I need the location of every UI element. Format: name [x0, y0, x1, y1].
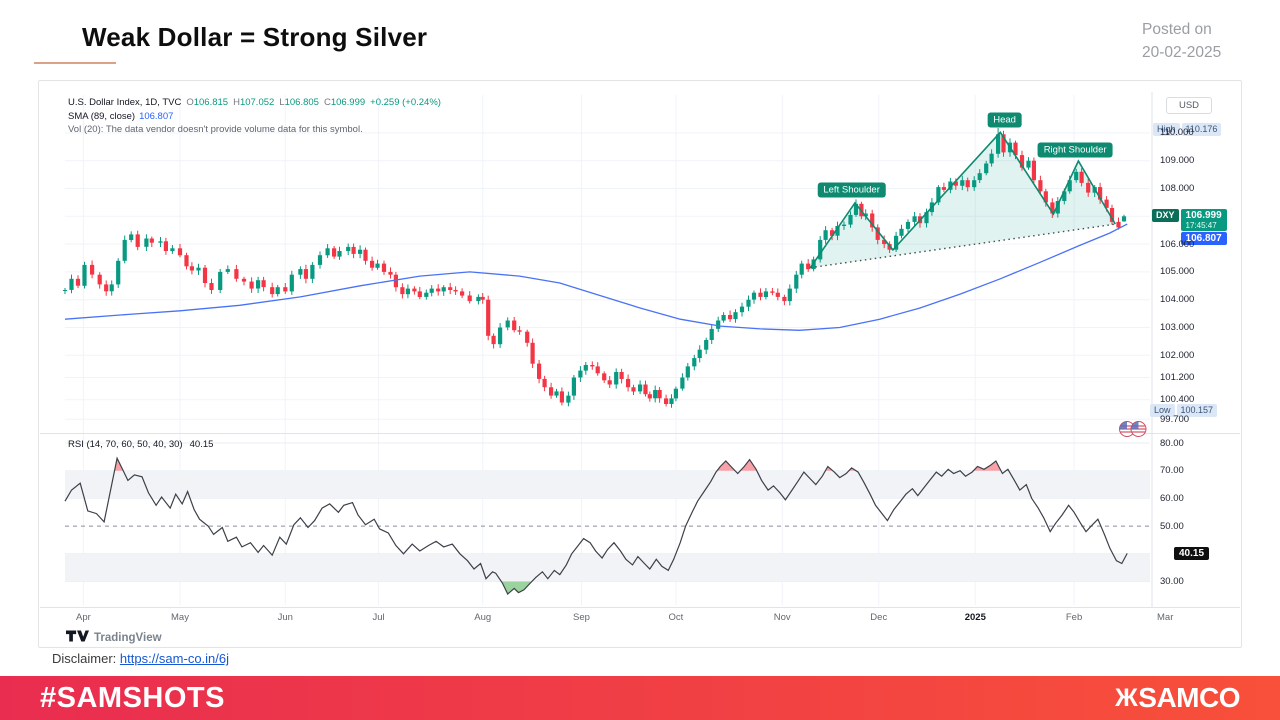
time-axis-label: Mar	[1157, 612, 1174, 623]
volume-note: Vol (20): The data vendor doesn't provid…	[68, 124, 363, 135]
price-axis-label: 109.000	[1160, 155, 1195, 167]
pattern-label: Left Shoulder	[817, 182, 886, 198]
price-axis-label: 108.000	[1160, 182, 1195, 194]
low-value: 100.157	[1176, 404, 1218, 417]
ohlc-key: L	[279, 97, 285, 108]
ohlc-key: H	[233, 97, 240, 108]
time-axis-label: Feb	[1065, 612, 1083, 623]
time-axis-label: Oct	[668, 612, 684, 623]
footer-banner: #SAMSHOTS Ж SAMCO	[0, 676, 1280, 720]
posted-label: Posted on	[1142, 21, 1212, 38]
time-axis-label: Dec	[870, 612, 888, 623]
last-price-value: 106.999	[1180, 209, 1227, 221]
sma-legend-value: 106.807	[139, 110, 174, 122]
title-underline	[34, 62, 116, 64]
last-price-time: 17:45:47	[1180, 221, 1227, 231]
tradingview-logo-icon	[66, 630, 89, 645]
ohlc-value: 106.815	[193, 97, 229, 108]
samco-logo-glyph: Ж	[1115, 683, 1138, 712]
symbol-name: U.S. Dollar Index, 1D, TVC	[68, 97, 182, 108]
low-price-badge: Low 100.157	[1150, 404, 1218, 417]
rsi-axis-label: 50.00	[1160, 520, 1184, 532]
page-title: Weak Dollar = Strong Silver	[82, 22, 428, 52]
tradingview-attribution: TradingView	[66, 630, 162, 645]
ohlc-values: O106.815 H107.052 L106.805 C106.999	[181, 97, 365, 108]
rsi-legend: RSI (14, 70, 60, 50, 40, 30) 40.15	[68, 439, 213, 450]
samco-logo: Ж SAMCO	[1115, 682, 1240, 714]
rsi-legend-label: RSI (14, 70, 60, 50, 40, 30)	[68, 439, 183, 450]
ohlc-value: 107.052	[239, 97, 275, 108]
rsi-axis-label: 70.00	[1160, 465, 1184, 477]
price-axis-label: 103.000	[1160, 321, 1195, 333]
change-value: +0.259 (+0.24%)	[370, 97, 441, 108]
price-axis-label: 105.000	[1160, 266, 1195, 278]
posted-date: 20-02-2025	[1142, 44, 1222, 61]
high-price-badge: High 110.176	[1153, 123, 1222, 136]
symbol-chip: DXY	[1152, 209, 1179, 222]
last-price-badge: DXY 106.999 17:45:47 106.807	[1152, 209, 1227, 245]
sma-price-chip: 106.807	[1180, 232, 1227, 245]
disclaimer: Disclaimer: https://sam-co.in/6j	[52, 651, 229, 666]
disclaimer-label: Disclaimer:	[52, 651, 120, 666]
time-axis-label: 2025	[964, 612, 986, 623]
ohlc-key: O	[186, 97, 194, 108]
time-axis-label: May	[171, 612, 189, 623]
sma-legend-label: SMA (89, close)	[68, 110, 136, 122]
price-axis-label: 104.000	[1160, 294, 1195, 306]
rsi-axis-label: 60.00	[1160, 492, 1184, 504]
price-axis-label: 100.400	[1160, 394, 1195, 406]
pattern-label: Head	[987, 112, 1022, 128]
ohlc-key: C	[323, 97, 331, 108]
rsi-legend-value: 40.15	[189, 439, 214, 450]
time-axis-label: Apr	[76, 612, 91, 623]
us-flag-icons	[1118, 420, 1148, 438]
ohlc-value: 106.999	[330, 97, 366, 108]
rsi-value-badge: 40.15	[1174, 547, 1210, 560]
time-axis-label: Jul	[372, 612, 385, 623]
time-axis-label: Jun	[277, 612, 293, 623]
currency-usd-button: USD	[1166, 97, 1212, 114]
low-label: Low	[1150, 404, 1175, 417]
disclaimer-link[interactable]: https://sam-co.in/6j	[119, 651, 230, 666]
symbol-legend: U.S. Dollar Index, 1D, TVC O106.815 H107.0…	[68, 96, 441, 137]
time-axis-label: Aug	[474, 612, 492, 623]
pattern-label: Right Shoulder	[1037, 142, 1113, 158]
price-axis-label: 106.000	[1160, 238, 1195, 250]
price-axis-label: 99.700	[1160, 413, 1190, 425]
posted-on: Posted on 20-02-2025	[1142, 18, 1221, 64]
tradingview-label: TradingView	[94, 631, 162, 644]
samshots-hashtag: #SAMSHOTS	[40, 681, 225, 714]
time-axis-label: Nov	[773, 612, 791, 623]
rsi-axis-label: 30.00	[1160, 576, 1184, 587]
samco-logo-text: SAMCO	[1138, 682, 1240, 713]
time-axis-label: Sep	[573, 612, 590, 623]
high-value: 110.176	[1181, 123, 1222, 136]
price-axis-label: 101.200	[1160, 372, 1195, 384]
price-axis-label: 102.000	[1160, 349, 1195, 361]
rsi-axis-label: 80.00	[1160, 437, 1184, 449]
price-axis-label: 110.000	[1160, 127, 1194, 139]
high-label: High	[1153, 123, 1180, 136]
ohlc-value: 106.805	[284, 97, 319, 108]
